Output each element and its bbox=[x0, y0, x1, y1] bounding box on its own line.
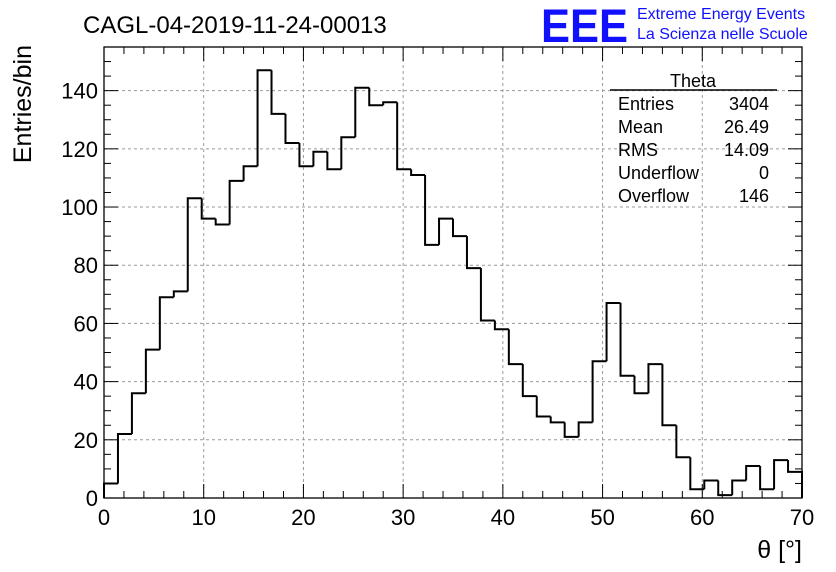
x-tick-label: 30 bbox=[391, 505, 415, 530]
histogram-bin bbox=[731, 479, 747, 496]
histogram-bin bbox=[452, 218, 467, 238]
histogram-bin bbox=[438, 217, 453, 245]
histogram-bin bbox=[535, 396, 551, 418]
histogram-bin bbox=[689, 457, 705, 491]
histogram-bin bbox=[354, 86, 370, 138]
stats-box: Theta Entries 3404 Mean 26.49 RMS 14.09 Underf… bbox=[610, 71, 777, 206]
histogram-bin bbox=[619, 303, 635, 377]
stats-label: RMS bbox=[618, 140, 658, 160]
histogram-bin bbox=[424, 175, 440, 246]
histogram-bin bbox=[675, 425, 691, 459]
stats-title: Theta bbox=[670, 71, 717, 91]
histogram-bin bbox=[368, 87, 384, 107]
histogram-bin bbox=[521, 364, 537, 398]
stats-label: Overflow bbox=[618, 186, 690, 206]
histogram-bin bbox=[745, 464, 761, 481]
histogram-bin bbox=[410, 169, 426, 177]
histogram-bin bbox=[787, 460, 803, 498]
y-axis-ticks: 0 20 40 60 80 100 120 140 bbox=[61, 61, 802, 511]
x-tick-label: 50 bbox=[590, 505, 614, 530]
histogram-bin bbox=[242, 165, 258, 181]
histogram-bin bbox=[479, 268, 495, 322]
histogram-bin bbox=[270, 70, 286, 115]
grid-lines bbox=[104, 47, 802, 498]
x-tick-label: 20 bbox=[291, 505, 315, 530]
eee-logo-mark: EEE bbox=[541, 0, 628, 52]
histogram-bin bbox=[759, 465, 775, 491]
x-axis-title: θ [°] bbox=[757, 536, 802, 564]
histogram-bin bbox=[256, 69, 272, 167]
y-tick-label: 20 bbox=[74, 428, 98, 453]
histogram-bin bbox=[493, 320, 509, 331]
histogram-bin bbox=[563, 422, 579, 438]
y-tick-label: 40 bbox=[74, 370, 98, 395]
histogram-bin bbox=[340, 136, 356, 170]
y-tick-label: 140 bbox=[61, 79, 98, 104]
eee-logo-line2: La Scienza nelle Scuole bbox=[637, 26, 808, 43]
histogram-bin bbox=[130, 392, 146, 434]
histogram-bin bbox=[172, 290, 188, 298]
stats-value: 3404 bbox=[729, 94, 769, 114]
histogram-bars bbox=[103, 69, 803, 498]
axes-frame bbox=[103, 46, 803, 499]
y-tick-label: 0 bbox=[86, 486, 98, 511]
eee-logo: EEE Extreme Energy Events La Scienza nel… bbox=[541, 0, 808, 52]
histogram-bin bbox=[144, 348, 160, 394]
histogram-bin bbox=[396, 102, 412, 171]
x-tick-label: 0 bbox=[98, 505, 110, 530]
histogram-bin bbox=[647, 363, 663, 394]
histogram-bin bbox=[465, 236, 481, 270]
histogram-bin bbox=[591, 360, 607, 423]
histogram-bin bbox=[200, 198, 216, 220]
histogram-bin bbox=[717, 480, 733, 497]
histogram-bin bbox=[103, 482, 118, 498]
stats-value: 26.49 bbox=[724, 117, 769, 137]
stats-value: 0 bbox=[759, 163, 769, 183]
histogram-bin bbox=[549, 416, 565, 424]
histogram-bin bbox=[326, 151, 342, 171]
x-tick-label: 60 bbox=[690, 505, 714, 530]
y-axis-title: Entries/bin bbox=[9, 45, 37, 163]
histogram-bin bbox=[661, 364, 677, 427]
histogram-bin bbox=[186, 197, 202, 292]
plot-frame bbox=[103, 46, 803, 499]
histogram-bin bbox=[605, 302, 621, 362]
histogram-bin bbox=[214, 218, 230, 226]
histogram-bin bbox=[773, 459, 789, 490]
histogram-bin bbox=[312, 150, 328, 167]
stats-value: 146 bbox=[739, 186, 769, 206]
histogram-bin bbox=[507, 329, 523, 366]
histogram-bin bbox=[633, 375, 649, 395]
stats-label: Mean bbox=[618, 117, 663, 137]
y-tick-label: 120 bbox=[61, 137, 98, 162]
stats-label: Entries bbox=[618, 94, 674, 114]
stats-label: Underflow bbox=[618, 163, 700, 183]
y-tick-label: 80 bbox=[74, 253, 98, 278]
eee-logo-line1: Extreme Energy Events bbox=[637, 6, 805, 23]
run-title: CAGL-04-2019-11-24-00013 bbox=[83, 12, 387, 39]
x-tick-label: 70 bbox=[790, 505, 814, 530]
x-axis-ticks: 0 10 20 30 40 50 60 70 bbox=[98, 47, 814, 530]
y-tick-label: 60 bbox=[74, 311, 98, 336]
y-tick-label: 100 bbox=[61, 195, 98, 220]
histogram-bin bbox=[298, 143, 314, 168]
stats-value: 14.09 bbox=[724, 140, 769, 160]
histogram-bin bbox=[116, 432, 132, 484]
histogram-bin bbox=[228, 179, 244, 225]
histogram-bin bbox=[382, 101, 398, 106]
x-tick-label: 40 bbox=[491, 505, 515, 530]
histogram-bin bbox=[284, 113, 300, 145]
histogram-bin bbox=[158, 296, 174, 350]
histogram-bin bbox=[703, 479, 719, 490]
x-tick-label: 10 bbox=[191, 505, 215, 530]
histogram-bin bbox=[577, 421, 593, 437]
